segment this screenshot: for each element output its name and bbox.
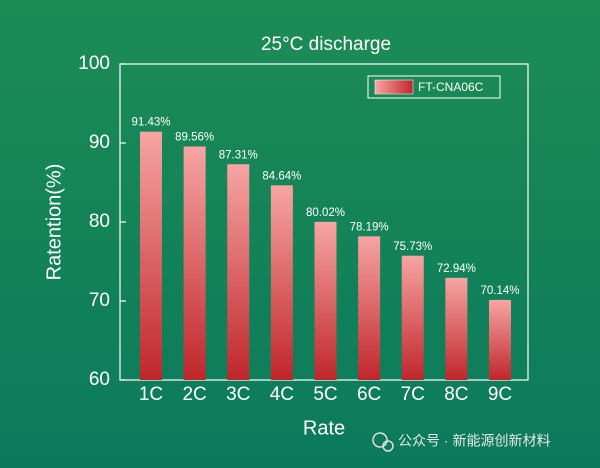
bar: [489, 299, 511, 380]
bar: [401, 255, 424, 380]
watermark-icon: [372, 432, 388, 448]
x-tick-label: 7C: [401, 384, 425, 405]
x-tick-label: 2C: [182, 384, 206, 405]
bar: [227, 164, 250, 380]
y-tick-label: 70: [89, 290, 110, 311]
value-label: 89.56%: [175, 132, 214, 144]
bar: [183, 146, 206, 380]
value-label: 70.14%: [480, 285, 519, 297]
value-label: 72.94%: [437, 263, 476, 275]
legend-label: FT-CNA06C: [418, 80, 484, 94]
value-label: 78.19%: [350, 221, 389, 233]
legend-box: [367, 75, 501, 99]
y-tick-label: 100: [78, 53, 110, 74]
y-tick-label: 60: [89, 369, 110, 390]
bar: [314, 221, 337, 380]
value-label: 84.64%: [262, 170, 301, 182]
x-tick-label: 5C: [313, 384, 337, 405]
chart-title: 25°C discharge: [261, 34, 391, 55]
legend: FT-CNA06C: [367, 75, 501, 99]
x-tick-label: 9C: [488, 384, 512, 405]
value-label: 75.73%: [393, 241, 432, 253]
watermark-icon: [382, 440, 394, 452]
value-label: 87.31%: [219, 149, 258, 161]
watermark: 公众号 · 新能源创新材料: [372, 432, 550, 452]
x-tick-label: 8C: [444, 384, 468, 405]
x-tick-label: 6C: [357, 384, 381, 405]
x-tick-label: 4C: [270, 384, 294, 405]
value-label: 80.02%: [306, 207, 345, 219]
legend-swatch: [374, 79, 414, 95]
y-axis-label: Ratention(%): [43, 164, 65, 281]
bar: [140, 131, 162, 380]
x-tick-label: 3C: [226, 384, 250, 405]
x-tick-label: 1C: [139, 384, 163, 405]
bar: [358, 236, 381, 380]
bar: [445, 277, 468, 380]
bar: [270, 185, 293, 380]
y-tick-label: 80: [89, 211, 110, 232]
value-label: 91.43%: [131, 117, 170, 129]
y-tick-label: 90: [89, 132, 110, 153]
x-axis-label: Rate: [303, 417, 345, 439]
watermark-text: 公众号 · 新能源创新材料: [398, 433, 550, 449]
